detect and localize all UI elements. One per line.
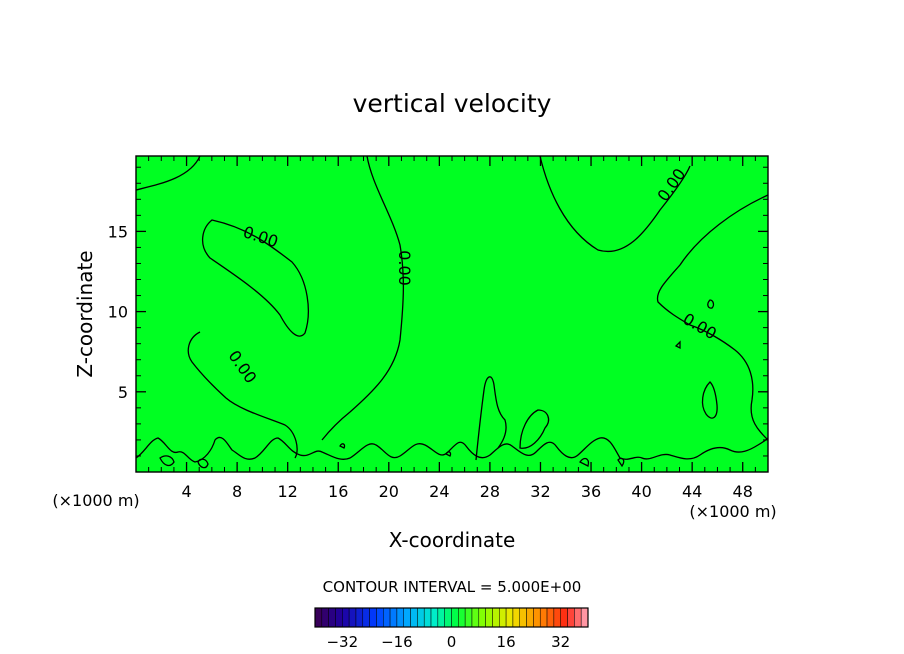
- colorbar-swatch: [478, 607, 486, 628]
- colorbar-swatch: [410, 607, 418, 628]
- contour-line: [197, 458, 209, 469]
- colorbar-swatch: [430, 607, 439, 628]
- colorbar-swatch: [471, 607, 480, 628]
- contour-line: [135, 155, 201, 191]
- colorbar-swatch: [526, 607, 534, 628]
- contour-label: 0.00: [395, 250, 414, 286]
- colorbar-swatch: [342, 607, 350, 628]
- y-axis-label: Z-coordinate: [73, 250, 97, 377]
- contour-line: [701, 381, 718, 419]
- x-tick-label: 24: [429, 482, 449, 501]
- y-tick-label: 15: [108, 222, 128, 241]
- colorbar-swatch: [396, 607, 404, 628]
- x-tick-label: 40: [631, 482, 651, 501]
- contour-line: [445, 451, 452, 457]
- x-tick-label: 12: [278, 482, 298, 501]
- colorbar-swatch: [539, 607, 548, 628]
- contour-line: [321, 155, 405, 441]
- colorbar-tick-label: −16: [381, 633, 413, 651]
- colorbar-swatch: [492, 607, 500, 628]
- x-tick-label: 28: [480, 482, 500, 501]
- x-tick-label: 48: [733, 482, 753, 501]
- chart-title: vertical velocity: [353, 89, 552, 118]
- colorbar-swatch: [499, 607, 507, 628]
- contour-line: [519, 409, 550, 449]
- y-tick-label: 5: [118, 383, 128, 402]
- colorbar-swatch: [553, 607, 561, 628]
- x-tick-label: 44: [682, 482, 702, 501]
- plot-area-fill: [136, 156, 768, 472]
- colorbar-swatch: [444, 607, 452, 628]
- contour-line: [339, 443, 346, 449]
- colorbar-swatch: [580, 607, 589, 628]
- contour-lines: [135, 155, 769, 469]
- colorbar-swatch: [533, 607, 541, 628]
- colorbar-swatch: [437, 607, 445, 628]
- contour-line: [707, 299, 715, 309]
- colorbar-tick-label: 16: [497, 633, 516, 651]
- contour-line: [579, 457, 590, 467]
- y-tick-label: 10: [108, 303, 128, 322]
- colorbar-swatch: [505, 607, 514, 628]
- x-unit-note: (×1000 m): [689, 502, 776, 521]
- colorbar-swatch: [485, 607, 493, 628]
- colorbar-swatch: [355, 607, 364, 628]
- x-axis: 4 8 12 16 20 24 28 32 36 40 44 48: [148, 156, 756, 501]
- colorbar-frame: [314, 607, 589, 628]
- colorbar-swatch: [376, 607, 384, 628]
- colorbar: −32 −16 0 16 32: [314, 607, 589, 651]
- colorbar-swatch: [389, 607, 398, 628]
- x-tick-label: 36: [581, 482, 601, 501]
- x-tick-label: 8: [232, 482, 242, 501]
- colorbar-swatch: [383, 607, 391, 628]
- contour-line: [202, 219, 309, 337]
- x-tick-label: 32: [530, 482, 550, 501]
- y-axis: 5 10 15: [108, 166, 768, 457]
- y-unit-note: (×1000 m): [52, 491, 139, 510]
- colorbar-swatch: [567, 607, 575, 628]
- x-tick-label: 16: [328, 482, 348, 501]
- contour-line: [475, 376, 507, 461]
- contour-interval-text: CONTOUR INTERVAL = 5.000E+00: [323, 578, 582, 596]
- colorbar-swatch: [458, 607, 466, 628]
- contour-line: [656, 194, 769, 441]
- x-axis-label: X-coordinate: [389, 528, 516, 552]
- colorbar-tick-label: 0: [447, 633, 457, 651]
- colorbar-swatch: [369, 607, 377, 628]
- colorbar-swatch: [328, 607, 336, 628]
- contour-line: [617, 457, 625, 468]
- colorbar-swatch: [335, 607, 343, 628]
- colorbar-swatch: [574, 607, 582, 628]
- colorbar-tick-label: −32: [326, 633, 358, 651]
- contour-line: [674, 340, 681, 350]
- colorbar-swatch: [321, 607, 329, 628]
- x-tick-label: 20: [379, 482, 399, 501]
- colorbar-swatch: [512, 607, 520, 628]
- colorbar-tick-label: 32: [551, 633, 570, 651]
- contour-line: [187, 331, 298, 459]
- colorbar-swatch: [519, 607, 527, 628]
- colorbar-swatch: [451, 607, 459, 628]
- colorbar-swatch: [403, 607, 411, 628]
- colorbar-swatch: [546, 607, 555, 628]
- contour-line: [159, 455, 175, 467]
- colorbar-swatch: [423, 607, 432, 628]
- colorbar-swatch: [348, 607, 357, 628]
- contour-line: [539, 155, 691, 253]
- colorbar-swatch: [464, 607, 473, 628]
- colorbar-swatch: [314, 607, 323, 628]
- colorbar-swatch: [417, 607, 425, 628]
- colorbar-swatch: [362, 607, 370, 628]
- x-tick-label: 4: [181, 482, 191, 501]
- colorbar-swatch: [560, 607, 568, 628]
